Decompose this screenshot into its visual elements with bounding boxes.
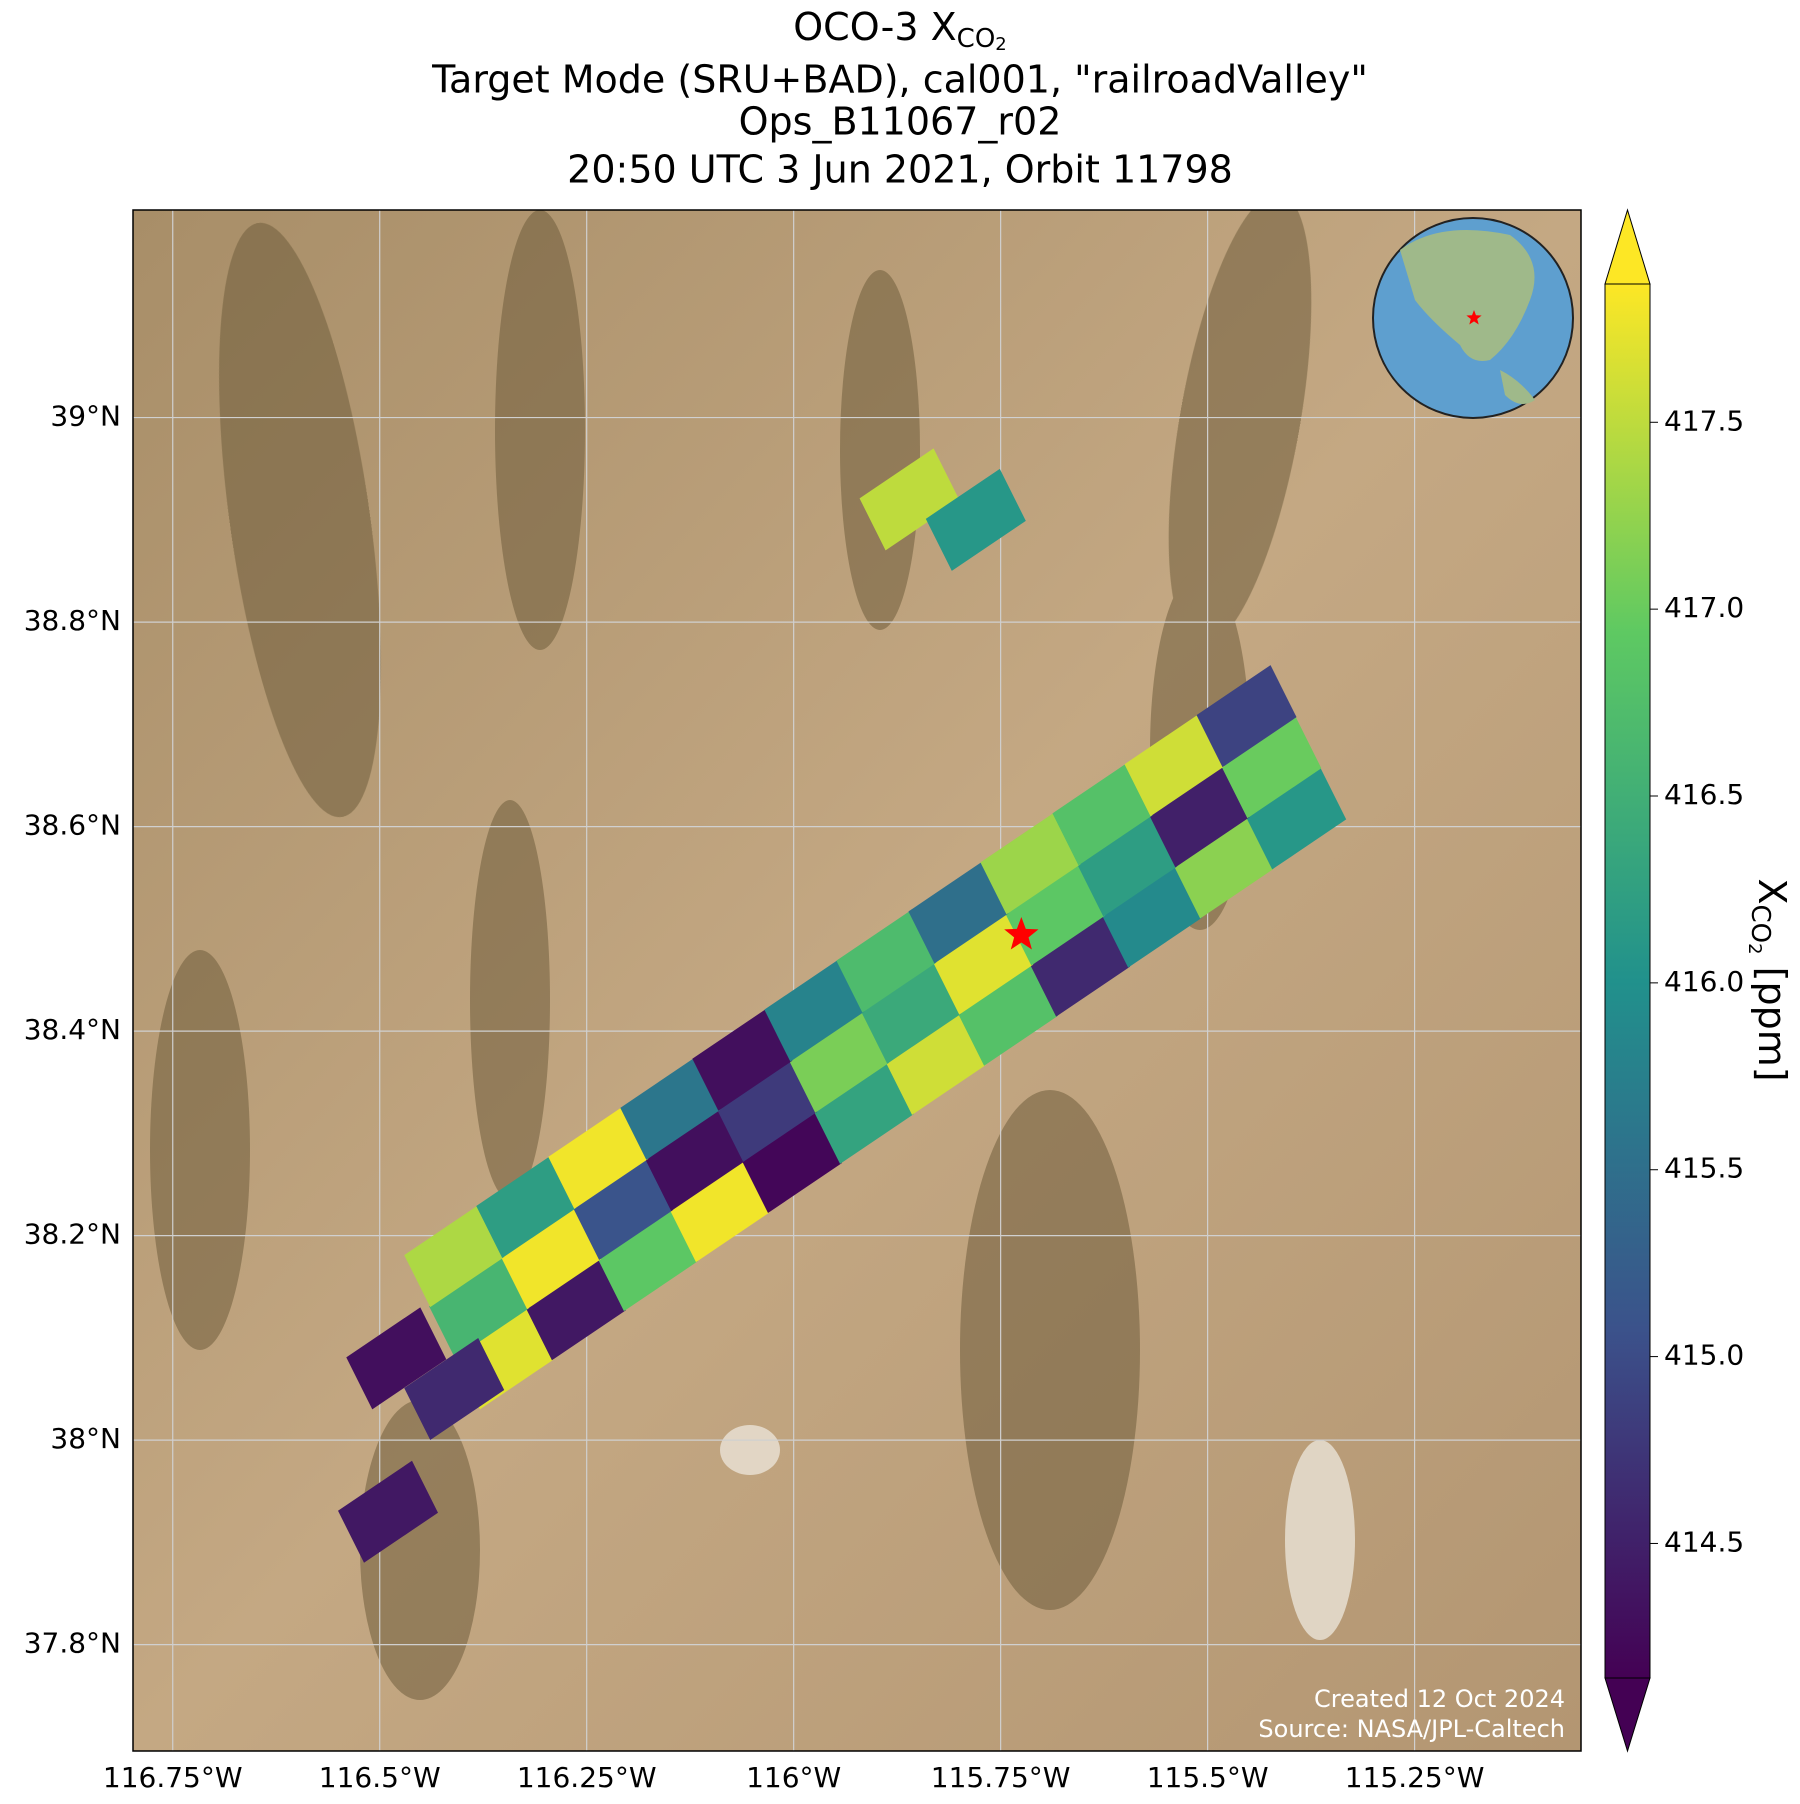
footprint [525, 1258, 626, 1361]
footprint [1005, 863, 1106, 966]
footprint [573, 1158, 674, 1261]
footprint [692, 1008, 793, 1111]
y-tick-label: 38.4°N [24, 1013, 121, 1046]
x-tick-label: 116.25°W [517, 1761, 657, 1794]
footprint [620, 1057, 721, 1160]
y-tick-label: 37.8°N [24, 1627, 121, 1660]
footprint [980, 812, 1081, 915]
annotation: Created 12 Oct 2024 [1314, 1685, 1565, 1713]
colorbar-tick-label: 417.5 [1664, 404, 1744, 437]
footprint [1030, 914, 1131, 1017]
footprint [789, 1010, 890, 1113]
colorbar-body [1605, 284, 1650, 1678]
footprint [958, 963, 1059, 1066]
footprint [346, 1307, 447, 1410]
footprint [717, 1059, 818, 1162]
footprint [1196, 665, 1297, 768]
colorbar-tick-label: 415.0 [1664, 1339, 1744, 1372]
footprint [814, 1061, 915, 1164]
footprint [764, 959, 865, 1062]
footprint [1221, 716, 1322, 819]
colorbar-tick-label: 416.0 [1664, 965, 1744, 998]
site-marker [1004, 916, 1039, 950]
footprint [886, 1012, 987, 1115]
footprint [337, 1460, 438, 1563]
colorbar-label: XCO2 [ppm] [1744, 878, 1795, 1081]
footprint [404, 1338, 505, 1441]
footprint [1077, 814, 1178, 917]
y-tick-label: 38.8°N [24, 604, 121, 637]
footprint [548, 1106, 649, 1209]
footprint [429, 1256, 530, 1359]
colorbar-frame [1604, 283, 1651, 1679]
title-line2: Target Mode (SRU+BAD), cal001, "railroad… [431, 58, 1368, 102]
x-tick-label: 116.75°W [103, 1761, 243, 1794]
footprint [1149, 765, 1250, 868]
y-tick-label: 38.2°N [24, 1218, 121, 1251]
y-tick-label: 38°N [50, 1422, 121, 1455]
footprint [597, 1209, 698, 1312]
footprint [1174, 816, 1275, 919]
x-tick-label: 115.75°W [931, 1761, 1071, 1794]
colorbar-tick-label: 414.5 [1664, 1525, 1744, 1558]
footprint [908, 861, 1009, 964]
footprint [1246, 767, 1347, 870]
map-frame [132, 209, 1582, 1752]
footprint [933, 912, 1034, 1015]
footprint [404, 1205, 505, 1308]
footprint [645, 1108, 746, 1211]
title-line4: 20:50 UTC 3 Jun 2021, Orbit 11798 [567, 148, 1233, 192]
footprint [1124, 714, 1225, 817]
footprint [669, 1160, 770, 1263]
colorbar-extend-bottom [1604, 1677, 1651, 1753]
footprint [836, 910, 937, 1013]
annotation: Source: NASA/JPL-Caltech [1258, 1715, 1565, 1743]
colorbar-extend-top [1604, 208, 1651, 285]
colorbar-tick-label: 415.5 [1664, 1152, 1744, 1185]
footprint [1102, 865, 1203, 968]
globe-site-marker [1466, 310, 1482, 325]
x-tick-label: 116.5°W [319, 1761, 441, 1794]
footprint [476, 1155, 577, 1258]
x-tick-label: 115.5°W [1147, 1761, 1269, 1794]
colorbar-tick-label: 417.0 [1664, 591, 1744, 624]
colorbar-tick-label: 416.5 [1664, 778, 1744, 811]
x-tick-label: 115.25°W [1345, 1761, 1485, 1794]
footprint [925, 468, 1026, 571]
title-line1: OCO-3 XCO2 [793, 5, 1007, 56]
colorbar: 414.5 415.0 415.5 416.0 416.5 417.0 417.5 [1604, 208, 1744, 1753]
footprint [859, 448, 960, 551]
x-tick-label: 116°W [746, 1761, 841, 1794]
footprint [1052, 763, 1153, 866]
title-line3: Ops_B11067_r02 [739, 100, 1062, 144]
footprint [861, 961, 962, 1064]
y-tick-label: 38.6°N [24, 809, 121, 842]
footprint [501, 1207, 602, 1310]
footprint [742, 1111, 843, 1214]
y-tick-label: 39°N [50, 400, 121, 433]
